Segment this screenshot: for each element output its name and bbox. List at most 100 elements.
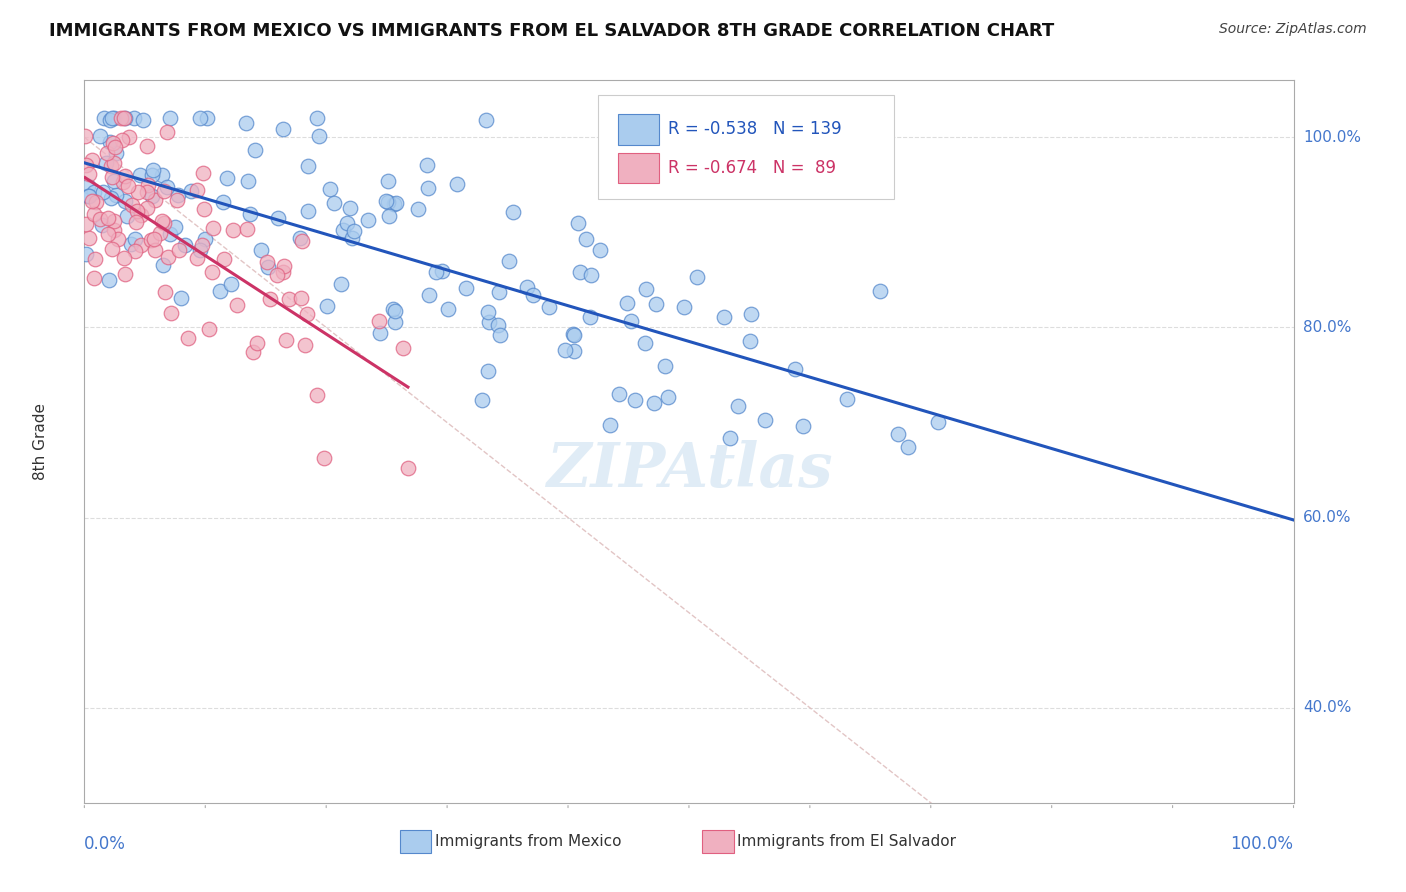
Point	[332, 223, 354, 237]
Point	[211, 195, 233, 210]
Point	[160, 306, 183, 320]
Point	[101, 136, 124, 150]
Point	[110, 133, 132, 147]
Point	[111, 175, 134, 189]
Point	[477, 364, 499, 378]
Point	[792, 419, 814, 434]
Point	[727, 399, 749, 413]
Point	[294, 338, 316, 352]
Point	[607, 387, 630, 401]
Point	[127, 185, 149, 199]
Point	[222, 222, 245, 236]
Point	[562, 344, 585, 359]
Point	[103, 223, 125, 237]
Point	[122, 112, 145, 126]
Text: Source: ZipAtlas.com: Source: ZipAtlas.com	[1219, 22, 1367, 37]
Point	[135, 139, 157, 153]
Point	[124, 244, 146, 258]
Point	[384, 303, 406, 318]
Text: R = -0.674   N =  89: R = -0.674 N = 89	[668, 159, 837, 177]
Point	[155, 285, 177, 299]
Point	[396, 461, 419, 475]
Point	[239, 207, 262, 221]
Point	[93, 112, 115, 126]
Point	[145, 194, 167, 208]
Point	[567, 217, 589, 231]
Point	[235, 116, 257, 130]
Point	[720, 431, 742, 445]
Point	[307, 387, 329, 401]
Point	[215, 170, 238, 185]
Point	[136, 178, 159, 193]
Point	[295, 307, 318, 321]
Point	[77, 189, 100, 203]
Point	[256, 254, 278, 268]
Point	[180, 184, 202, 198]
Point	[927, 415, 949, 429]
FancyBboxPatch shape	[617, 153, 659, 183]
Point	[107, 232, 129, 246]
Text: IMMIGRANTS FROM MEXICO VS IMMIGRANTS FROM EL SALVADOR 8TH GRADE CORRELATION CHAR: IMMIGRANTS FROM MEXICO VS IMMIGRANTS FRO…	[49, 22, 1054, 40]
Point	[578, 310, 600, 324]
FancyBboxPatch shape	[399, 830, 432, 853]
Point	[91, 218, 114, 232]
Point	[740, 307, 762, 321]
Point	[104, 145, 127, 160]
Text: 0.0%: 0.0%	[84, 835, 127, 854]
Point	[100, 169, 122, 184]
Point	[114, 112, 136, 126]
Point	[129, 208, 152, 222]
Text: Immigrants from El Salvador: Immigrants from El Salvador	[737, 834, 956, 848]
Point	[98, 272, 121, 286]
Point	[835, 392, 858, 406]
Point	[278, 292, 301, 306]
Point	[425, 265, 447, 279]
Point	[141, 168, 163, 182]
Point	[91, 185, 114, 199]
Point	[150, 168, 173, 182]
Text: 100.0%: 100.0%	[1230, 835, 1294, 854]
Point	[118, 130, 141, 145]
Text: 80.0%: 80.0%	[1303, 320, 1351, 335]
Point	[486, 318, 509, 332]
Point	[101, 242, 124, 256]
Point	[516, 280, 538, 294]
Point	[673, 300, 696, 314]
Point	[77, 231, 100, 245]
Point	[368, 313, 391, 327]
Point	[117, 179, 139, 194]
Point	[575, 232, 598, 246]
Point	[141, 233, 163, 247]
Point	[643, 396, 665, 410]
Point	[738, 334, 761, 348]
Point	[470, 393, 492, 408]
Point	[125, 204, 148, 219]
Text: 60.0%: 60.0%	[1303, 510, 1351, 525]
Point	[416, 180, 439, 194]
Point	[156, 180, 179, 194]
Point	[297, 203, 319, 218]
Point	[141, 188, 163, 202]
Point	[201, 220, 224, 235]
Point	[308, 128, 330, 143]
Point	[686, 270, 709, 285]
Point	[152, 185, 174, 199]
Point	[174, 238, 197, 252]
Point	[195, 112, 218, 126]
Point	[374, 194, 396, 208]
Point	[456, 281, 478, 295]
Point	[392, 341, 415, 355]
Point	[188, 243, 211, 257]
Point	[384, 196, 406, 211]
Point	[498, 254, 520, 268]
Point	[377, 195, 399, 210]
Point	[887, 427, 910, 442]
Point	[589, 244, 612, 258]
Point	[186, 251, 208, 265]
Point	[271, 265, 294, 279]
Point	[368, 326, 391, 340]
Point	[377, 174, 399, 188]
Point	[869, 284, 891, 298]
Point	[318, 182, 340, 196]
Point	[336, 216, 359, 230]
